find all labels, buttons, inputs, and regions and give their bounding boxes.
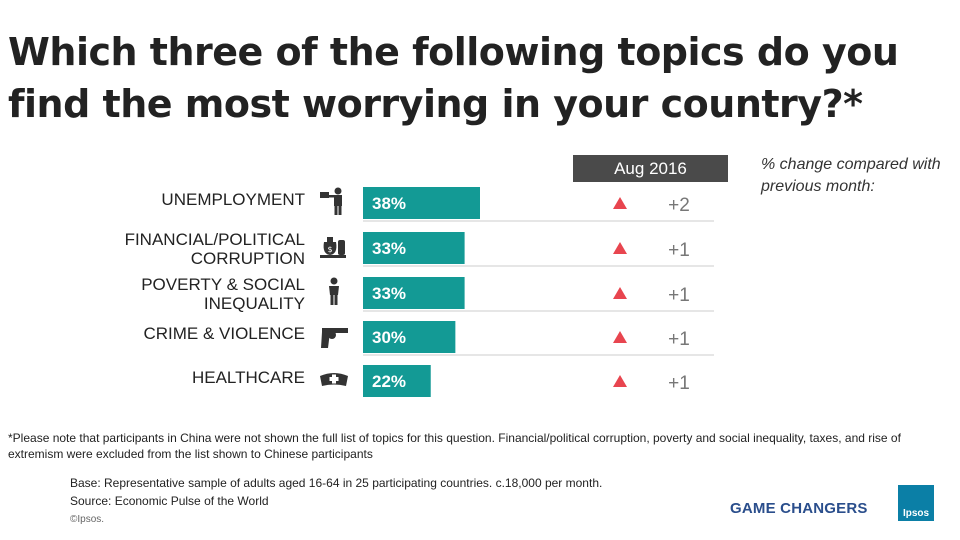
change-up-icon (613, 375, 627, 387)
bar-value-label: 33% (372, 284, 406, 303)
logo-text: Ipsos (902, 508, 930, 519)
change-note: % change compared with previous month: (761, 156, 941, 195)
svg-text:$: $ (327, 245, 332, 254)
person-icon (318, 276, 350, 306)
category-label-line: INEQUALITY (203, 294, 305, 313)
money-bag-icon: $ (318, 230, 350, 260)
category-label-line: UNEMPLOYMENT (161, 190, 305, 209)
category-label: POVERTY & SOCIAL INEQUALITY (85, 275, 305, 313)
change-up-icon (613, 331, 627, 343)
bar-value-label: 33% (372, 239, 406, 258)
category-label-line: FINANCIAL/POLITICAL (124, 230, 305, 249)
source-note: Source: Economic Pulse of the World (70, 494, 269, 508)
bar-value-label: 30% (372, 328, 406, 347)
bar-value-label: 22% (372, 372, 406, 391)
change-value: +1 (668, 329, 690, 350)
nurse-cap-icon (318, 366, 350, 396)
period-header: Aug 2016 (573, 155, 728, 182)
bar (363, 321, 456, 353)
change-value: +1 (668, 240, 690, 261)
bar (363, 187, 480, 219)
unemployment-icon (318, 186, 350, 216)
category-label: HEALTHCARE (85, 368, 305, 387)
category-label-line: CRIME & VIOLENCE (143, 324, 305, 343)
change-up-icon (613, 287, 627, 299)
category-label: FINANCIAL/POLITICAL CORRUPTION (85, 230, 305, 268)
footnote: *Please note that participants in China … (8, 431, 901, 461)
revolver-icon (318, 322, 350, 352)
base-and-source: Base: Representative sample of adults ag… (70, 474, 770, 510)
change-up-icon (613, 197, 627, 209)
change-up-icon (613, 242, 627, 254)
page-title: Which three of the following topics do y… (8, 30, 899, 126)
change-value: +2 (668, 195, 690, 216)
category-label-line: POVERTY & SOCIAL (141, 275, 305, 294)
category-label-line: CORRUPTION (190, 249, 305, 268)
base-note: Base: Representative sample of adults ag… (70, 476, 603, 490)
category-label: CRIME & VIOLENCE (85, 324, 305, 343)
change-value: +1 (668, 373, 690, 394)
category-label-line: HEALTHCARE (191, 368, 305, 387)
bar-value-label: 38% (372, 194, 406, 213)
bar (363, 277, 465, 309)
brand-tagline: GAME CHANGERS (730, 500, 868, 517)
ipsos-logo: Ipsos (898, 485, 934, 521)
bar (363, 232, 465, 264)
bar (363, 365, 431, 397)
category-label: UNEMPLOYMENT (85, 190, 305, 209)
copyright: ©Ipsos. (70, 514, 105, 525)
change-value: +1 (668, 285, 690, 306)
